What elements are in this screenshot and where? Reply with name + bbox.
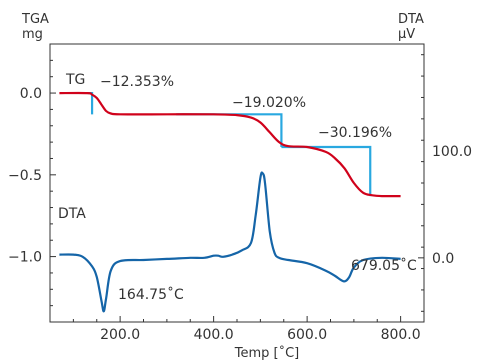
y-right-tick-label: 0.0 xyxy=(432,251,454,267)
peak-label: 679.05˚C xyxy=(351,257,417,274)
tg-series-label: TG xyxy=(65,72,85,88)
x-tick-label: 200.0 xyxy=(100,327,140,343)
x-tick-label: 600.0 xyxy=(287,327,327,343)
x-axis-title: Temp [˚C] xyxy=(234,345,300,361)
tg-step-mark xyxy=(87,91,94,115)
tg-series-line xyxy=(59,91,401,198)
y-right-title-line2: µV xyxy=(398,27,415,42)
y-left-tick-labels: 0.0 −0.5 −1.0 xyxy=(8,86,42,266)
x-tick-label: 400.0 xyxy=(194,327,234,343)
x-tick-labels: 200.0 400.0 600.0 800.0 xyxy=(100,327,421,343)
y-left-tick-label: −1.0 xyxy=(8,250,42,266)
tg-step-marks xyxy=(87,91,372,197)
tg-step-mark xyxy=(176,113,283,148)
step-label: −30.196% xyxy=(318,125,392,141)
dta-series-label: DTA xyxy=(58,206,86,222)
y-left-title-line1: TGA xyxy=(21,12,49,27)
dta-series-line xyxy=(59,171,401,313)
y-right-tick-label: 100.0 xyxy=(432,144,472,160)
y-left-tick-label: −0.5 xyxy=(8,168,42,184)
y-right-title-line1: DTA xyxy=(398,12,424,27)
tick-marks xyxy=(50,54,425,322)
y-left-tick-label: 0.0 xyxy=(20,86,42,102)
step-label: −19.020% xyxy=(232,95,306,111)
peak-label: 164.75˚C xyxy=(118,286,184,303)
y-left-title-line2: mg xyxy=(22,27,43,42)
step-label: −12.353% xyxy=(100,74,174,90)
y-right-tick-labels: 0.0 100.0 xyxy=(432,144,472,267)
x-tick-label: 800.0 xyxy=(381,327,421,343)
tg-step-mark xyxy=(281,145,372,197)
